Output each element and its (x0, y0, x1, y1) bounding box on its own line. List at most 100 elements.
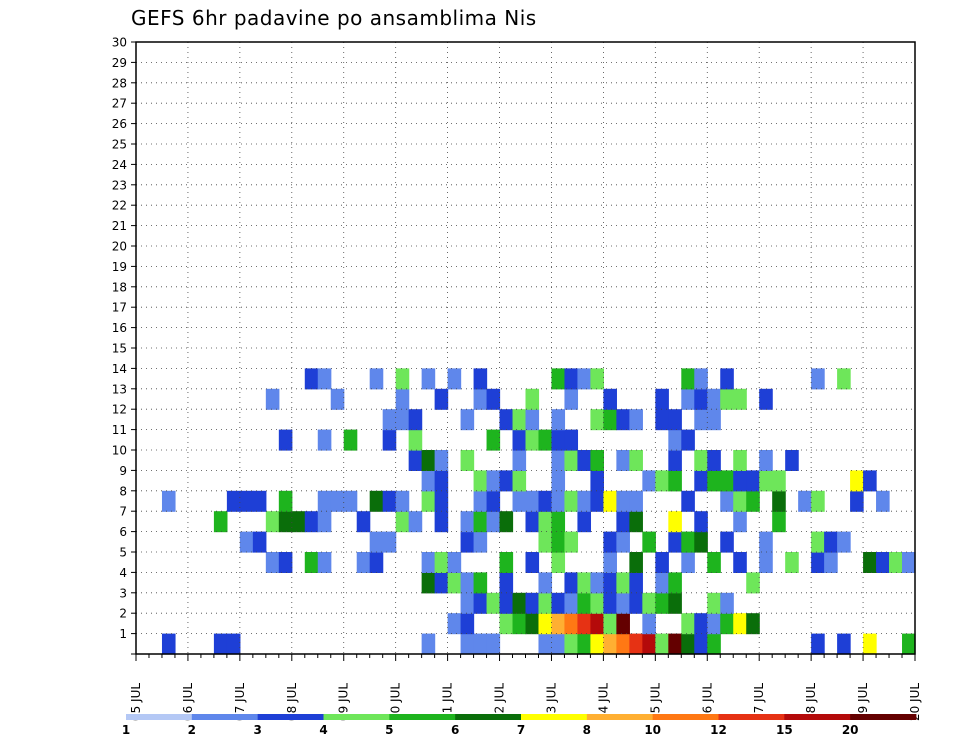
y-tick-label: 27 (112, 97, 127, 111)
heatmap-cell (694, 409, 708, 431)
y-tick-label: 2 (119, 607, 127, 621)
heatmap-cell (304, 511, 319, 533)
y-tick-label: 21 (112, 219, 127, 233)
heatmap-cell (668, 409, 682, 431)
heatmap-cell (473, 470, 488, 492)
heatmap-cell (603, 490, 617, 512)
heatmap-cell (811, 633, 825, 655)
heatmap-cell (538, 429, 553, 451)
heatmap-cell (577, 633, 592, 655)
heatmap-cell (720, 368, 734, 390)
heatmap-cell (590, 490, 604, 512)
heatmap-cell (408, 511, 423, 533)
heatmap-cell (278, 429, 293, 451)
heatmap-cell (538, 531, 553, 553)
x-tick-label: 17 JUL (752, 683, 766, 721)
heatmap-cell (746, 613, 760, 635)
heatmap-cell (486, 490, 501, 512)
heatmap-cell (395, 490, 410, 512)
heatmap-cell (746, 470, 760, 492)
heatmap-cell (616, 490, 630, 512)
heatmap-cell (616, 511, 630, 533)
heatmap-cell (278, 490, 293, 512)
heatmap-cell (655, 388, 669, 410)
heatmap-cell (616, 592, 630, 614)
heatmap-cell (564, 531, 579, 553)
heatmap-cell (707, 592, 721, 614)
heatmap-cell (213, 633, 228, 655)
heatmap-cell (304, 368, 319, 390)
heatmap-cell (434, 450, 449, 471)
heatmap-cell (616, 531, 630, 553)
heatmap-cell (603, 572, 617, 594)
heatmap-cell (668, 429, 682, 451)
y-tick-label: 9 (119, 464, 127, 478)
y-tick-label: 28 (112, 76, 127, 90)
heatmap-cell (265, 511, 280, 533)
y-tick-label: 3 (119, 586, 127, 600)
x-tick-label: 05 JUL (129, 683, 143, 721)
heatmap-cell (577, 592, 592, 614)
legend-swatch (652, 714, 719, 720)
chart-title: GEFS 6hr padavine po ansamblima Nis (131, 6, 537, 30)
heatmap-cell (473, 490, 488, 512)
heatmap-cell (629, 572, 643, 594)
heatmap-cell (720, 470, 734, 492)
heatmap-cell (161, 490, 176, 512)
heatmap-cell (590, 572, 604, 594)
heatmap-cell (525, 409, 540, 431)
heatmap-cell (681, 613, 695, 635)
y-tick-label: 10 (112, 444, 127, 458)
heatmap-cell (590, 368, 604, 390)
heatmap-cell (512, 409, 527, 431)
heatmap-cell (668, 450, 682, 471)
heatmap-cell (213, 511, 228, 533)
legend-swatch (850, 714, 917, 720)
heatmap-cell (486, 429, 501, 451)
heatmap-cell (525, 613, 540, 635)
heatmap-cell (356, 552, 371, 573)
heatmap-cell (759, 470, 773, 492)
heatmap-cell (681, 368, 695, 390)
x-tick-label: 20 JUL (908, 683, 922, 721)
heatmap-cell (616, 409, 630, 431)
heatmap-cell (811, 368, 825, 390)
heatmap-cell (421, 450, 436, 471)
y-tick-label: 26 (112, 117, 127, 131)
heatmap-cell (538, 633, 553, 655)
y-tick-label: 20 (112, 240, 127, 254)
heatmap-cell (629, 633, 643, 655)
heatmap-cell (603, 633, 617, 655)
heatmap-cell (642, 470, 656, 492)
legend-label: 12 (710, 723, 727, 737)
heatmap-cell (733, 511, 747, 533)
x-tick-label: 07 JUL (233, 683, 247, 721)
heatmap-cell (369, 490, 384, 512)
heatmap-cell (759, 450, 773, 471)
heatmap-cell (408, 450, 423, 471)
heatmap-cell (395, 511, 410, 533)
heatmap-cell (434, 572, 449, 594)
heatmap-cell (577, 572, 592, 594)
legend-swatch (257, 714, 324, 720)
heatmap-cell (837, 633, 851, 655)
heatmap-cell (577, 613, 592, 635)
heatmap-cell (590, 470, 604, 492)
x-tick-label: 19 JUL (856, 683, 870, 721)
heatmap-cell (590, 592, 604, 614)
heatmap-cell (564, 490, 579, 512)
heatmap-cell (876, 490, 890, 512)
heatmap-cell (668, 572, 682, 594)
heatmap-cell (551, 490, 566, 512)
heatmap-cell (551, 511, 566, 533)
heatmap-cell (629, 511, 643, 533)
heatmap-cell (460, 511, 475, 533)
heatmap-cell (603, 409, 617, 431)
heatmap-cell (707, 552, 721, 573)
heatmap-cell (876, 552, 890, 573)
heatmap-cell (902, 633, 916, 655)
heatmap-cell (616, 613, 630, 635)
heatmap-cell (733, 388, 747, 410)
y-tick-label: 11 (112, 423, 127, 437)
